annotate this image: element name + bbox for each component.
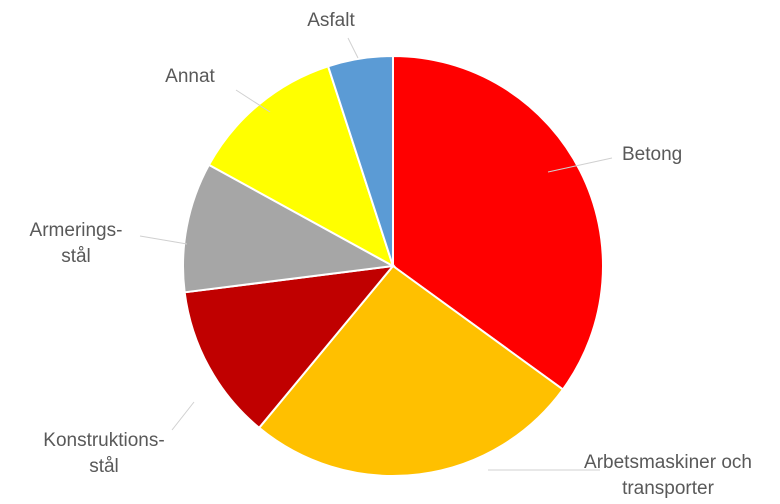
- slice-label-line: stål: [61, 246, 91, 267]
- slice-label-line: stål: [89, 456, 119, 477]
- leader-line-4: [139, 235, 188, 245]
- slice-label-line: Arbetsmaskiner och: [584, 452, 752, 473]
- slice-label-line: transporter: [622, 478, 715, 499]
- pie-slice-1: [392, 54, 604, 391]
- slice-label-line: Konstruktions-: [43, 430, 164, 451]
- pie-slice-2: [257, 264, 565, 477]
- slice-label-6: Asfalt: [307, 10, 355, 31]
- slice-labels: Betong Arbetsmaskiner och transporter Konst…: [30, 10, 752, 499]
- slice-label-line: Armerings-: [30, 220, 123, 241]
- pie-slice-3: [183, 264, 396, 430]
- leader-line-1: [547, 157, 613, 173]
- pie-slice-4: [182, 163, 397, 294]
- slice-label-2: Arbetsmaskiner och transporter: [584, 452, 752, 499]
- slice-label-line: Betong: [622, 144, 682, 165]
- pie-slice-5: [207, 65, 395, 269]
- slice-label-5: Annat: [165, 66, 215, 87]
- leader-line-3: [171, 401, 195, 431]
- pie-slices: [182, 54, 604, 477]
- slice-label-1: Betong: [622, 144, 682, 165]
- leader-line-5: [235, 89, 271, 113]
- leader-lines: [139, 37, 613, 471]
- slice-label-3: Konstruktions-stål: [43, 430, 164, 477]
- slice-label-line: Asfalt: [307, 10, 355, 31]
- slice-label-4: Armerings-stål: [30, 220, 123, 267]
- pie-slice-6: [326, 54, 394, 267]
- leader-line-6: [347, 37, 359, 59]
- slice-label-line: Annat: [165, 66, 215, 87]
